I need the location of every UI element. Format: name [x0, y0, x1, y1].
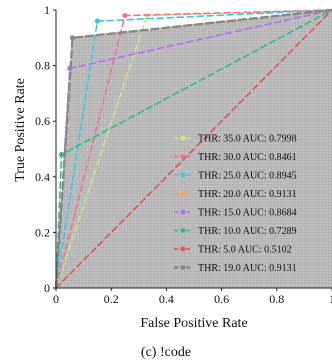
legend-marker-5: [180, 228, 186, 233]
legend-item-3: THR: 20.0 AUC: 0.9131: [174, 189, 297, 200]
y-tick-label-1: 0.2: [35, 225, 50, 239]
x-tick-label-3: 0.6: [214, 292, 229, 306]
y-tick-label-5: 1: [44, 3, 50, 17]
legend-label-3: THR: 20.0 AUC: 0.9131: [198, 189, 297, 200]
series-line-6: [55, 9, 332, 289]
legend-item-6: THR: 5.0 AUC: 0.5102: [174, 245, 292, 256]
data-point-2-1: [94, 18, 100, 24]
legend-label-6: THR: 5.0 AUC: 0.5102: [198, 245, 292, 256]
data-point-7-1: [69, 35, 76, 41]
legend-item-0: THR: 35.0 AUC: 0.7998: [174, 134, 297, 145]
legend-label-1: THR: 30.0 AUC: 0.8461: [198, 152, 297, 163]
legend-label-4: THR: 15.0 AUC: 0.8684: [198, 208, 297, 219]
x-tick-label-4: 0.8: [269, 292, 284, 306]
legend-marker-0: [180, 135, 186, 141]
series-lines: [54, 8, 332, 290]
y-tick-label-3: 0.6: [35, 114, 50, 128]
legend-marker-7: [180, 265, 186, 270]
y-tick-label-2: 0.4: [35, 170, 50, 184]
x-tick-label-0: 0: [53, 292, 59, 306]
data-point-5-1: [58, 151, 65, 158]
legend-label-0: THR: 35.0 AUC: 0.7998: [198, 134, 297, 145]
figure-caption: (c) !code: [141, 345, 191, 360]
series-1: [55, 9, 332, 289]
axes: 0 0.2 0.4 0.6 0.8 1 0 0.2 0.4 0.6 0.8 1: [35, 3, 332, 306]
legend-item-7: THR: 19.0 AUC: 0.9131: [172, 263, 297, 274]
legend-label-2: THR: 25.0 AUC: 0.8945: [198, 171, 297, 182]
legend-label-5: THR: 10.0 AUC: 0.7289: [198, 226, 297, 237]
legend-marker-4: [180, 209, 186, 215]
x-tick-label-1: 0.2: [104, 292, 119, 306]
series-2: [55, 9, 332, 289]
y-tick-label-0: 0: [44, 281, 50, 295]
legend-item-4: THR: 15.0 AUC: 0.8684: [174, 208, 297, 219]
data-point-1-1: [122, 12, 128, 19]
legend-marker-1: [180, 154, 186, 159]
legend-marker-3: [180, 191, 186, 196]
legend-item-5: THR: 10.0 AUC: 0.7289: [174, 226, 297, 237]
series-6: [55, 9, 332, 289]
series-7: [54, 8, 332, 290]
legend-marker-6: [180, 246, 186, 252]
y-axis-label: True Positive Rate: [13, 78, 28, 182]
x-tick-label-2: 0.4: [159, 292, 174, 306]
legend-label-7: THR: 19.0 AUC: 0.9131: [198, 263, 297, 274]
legend-item-2: THR: 25.0 AUC: 0.8945: [174, 171, 297, 182]
legend-item-1: THR: 30.0 AUC: 0.8461: [174, 152, 297, 163]
x-axis-label: False Positive Rate: [140, 316, 247, 331]
x-tick-label-5: 1: [329, 292, 332, 306]
legend-marker-2: [180, 172, 186, 178]
series-line-7: [54, 8, 332, 290]
y-tick-label-4: 0.8: [35, 59, 50, 73]
legend: THR: 35.0 AUC: 0.7998 THR: 30.0 AUC: 0.84…: [172, 134, 297, 274]
